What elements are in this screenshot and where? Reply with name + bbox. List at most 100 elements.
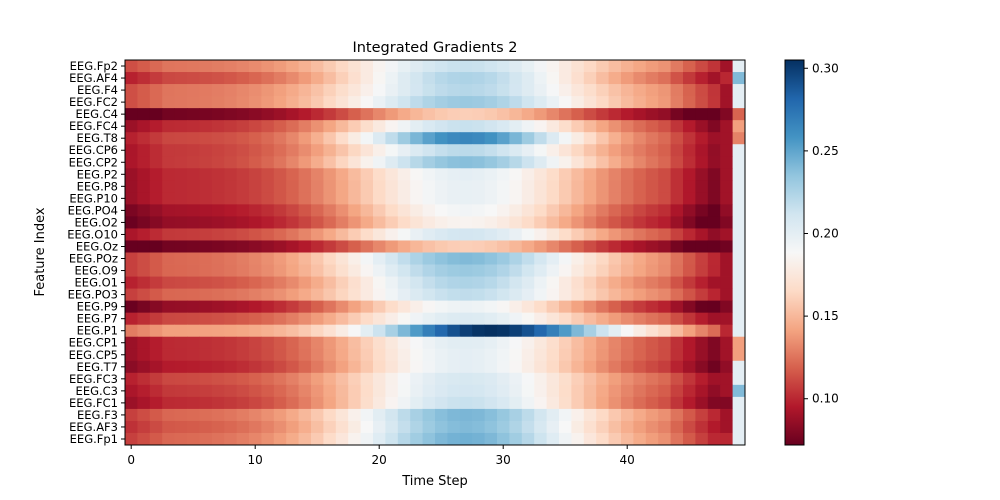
heatmap-cell bbox=[509, 132, 523, 145]
heatmap-cell bbox=[695, 420, 709, 434]
heatmap-cell bbox=[373, 180, 386, 193]
heatmap-cell bbox=[435, 144, 448, 157]
heatmap-cell bbox=[410, 132, 423, 145]
heatmap-cell bbox=[534, 312, 547, 326]
heatmap-cell bbox=[261, 300, 275, 314]
heatmap-cell bbox=[224, 132, 237, 145]
heatmap-cell bbox=[249, 192, 262, 205]
heatmap-cell bbox=[125, 180, 138, 193]
heatmap-cell bbox=[447, 156, 461, 169]
heatmap-cell bbox=[435, 108, 448, 121]
heatmap-cell bbox=[521, 204, 535, 217]
heatmap-cell bbox=[397, 108, 411, 121]
heatmap-cell bbox=[484, 228, 498, 241]
heatmap-cell bbox=[298, 324, 312, 338]
heatmap-cell bbox=[521, 192, 535, 205]
heatmap-cell bbox=[236, 408, 250, 422]
y-tick-label: EEG.O10 bbox=[67, 227, 118, 241]
heatmap-cell bbox=[571, 216, 585, 229]
heatmap-cell bbox=[311, 408, 324, 422]
heatmap-cell bbox=[174, 300, 188, 314]
heatmap-cell bbox=[397, 420, 411, 434]
heatmap-cell bbox=[707, 168, 721, 181]
heatmap-cell bbox=[695, 216, 709, 229]
heatmap-cell bbox=[695, 432, 709, 446]
heatmap-cell bbox=[422, 192, 436, 205]
heatmap-cell bbox=[596, 204, 609, 217]
heatmap-cell bbox=[583, 240, 597, 253]
heatmap-cell bbox=[683, 156, 696, 169]
heatmap-cell bbox=[670, 336, 684, 350]
heatmap-cell bbox=[410, 60, 423, 73]
y-tick-label: EEG.P7 bbox=[77, 312, 118, 326]
heatmap-cell bbox=[571, 420, 585, 434]
heatmap-cell bbox=[286, 360, 299, 374]
heatmap-cell bbox=[422, 84, 436, 97]
heatmap-cell bbox=[546, 240, 560, 253]
heatmap-cell bbox=[658, 384, 671, 398]
heatmap-cell bbox=[571, 168, 585, 181]
heatmap-cell bbox=[286, 132, 299, 145]
heatmap-cell bbox=[720, 420, 733, 434]
colorbar-tick-label: 0.20 bbox=[812, 226, 839, 240]
heatmap-cell bbox=[273, 120, 287, 133]
heatmap-cell bbox=[311, 180, 324, 193]
heatmap-cell bbox=[583, 276, 597, 289]
heatmap-cell bbox=[360, 96, 374, 109]
heatmap-cell bbox=[137, 288, 151, 302]
heatmap-cell bbox=[435, 204, 448, 217]
heatmap-cell bbox=[559, 240, 572, 253]
heatmap-cell bbox=[162, 384, 175, 398]
y-tick-label: EEG.O2 bbox=[75, 215, 118, 229]
heatmap-cell bbox=[286, 144, 299, 157]
heatmap-cell bbox=[720, 324, 733, 338]
heatmap-cell bbox=[683, 408, 696, 422]
heatmap-cell bbox=[608, 420, 622, 434]
heatmap-cell bbox=[137, 408, 151, 422]
heatmap-cell bbox=[732, 384, 746, 398]
heatmap-cell bbox=[497, 192, 510, 205]
heatmap-cell bbox=[695, 276, 709, 289]
heatmap-cell bbox=[645, 120, 659, 133]
heatmap-cell bbox=[435, 336, 448, 350]
heatmap-cell bbox=[707, 228, 721, 241]
heatmap-cell bbox=[137, 348, 151, 362]
heatmap-cell bbox=[422, 96, 436, 109]
heatmap-cell bbox=[695, 336, 709, 350]
heatmap-cell bbox=[720, 60, 733, 73]
heatmap-cell bbox=[447, 168, 461, 181]
heatmap-cell bbox=[174, 240, 188, 253]
heatmap-cell bbox=[348, 240, 361, 253]
heatmap-cell bbox=[298, 156, 312, 169]
heatmap-cell bbox=[348, 288, 361, 302]
heatmap-cell bbox=[683, 372, 696, 386]
heatmap-cell bbox=[608, 168, 622, 181]
heatmap-cell bbox=[348, 120, 361, 133]
heatmap-cell bbox=[311, 372, 324, 386]
y-tick-label: EEG.P8 bbox=[77, 179, 118, 193]
heatmap-cell bbox=[670, 216, 684, 229]
heatmap-cell bbox=[521, 396, 535, 410]
heatmap-cell bbox=[658, 96, 671, 109]
heatmap-cell bbox=[670, 360, 684, 374]
heatmap-cell bbox=[683, 168, 696, 181]
heatmap-cell bbox=[571, 396, 585, 410]
heatmap-cell bbox=[435, 168, 448, 181]
heatmap-cell bbox=[211, 132, 225, 145]
heatmap-cell bbox=[670, 180, 684, 193]
heatmap-cell bbox=[497, 324, 510, 338]
heatmap-cell bbox=[249, 168, 262, 181]
heatmap-cell bbox=[323, 312, 337, 326]
heatmap-cell bbox=[596, 432, 609, 446]
heatmap-cell bbox=[596, 156, 609, 169]
heatmap-cell bbox=[311, 432, 324, 446]
heatmap-cell bbox=[211, 84, 225, 97]
heatmap-cell bbox=[149, 192, 163, 205]
heatmap-cell bbox=[608, 180, 622, 193]
heatmap-cell bbox=[273, 156, 287, 169]
heatmap-cell bbox=[621, 360, 634, 374]
heatmap-cell bbox=[187, 348, 200, 362]
heatmap-cell bbox=[732, 120, 746, 133]
heatmap-cell bbox=[645, 312, 659, 326]
heatmap-cell bbox=[249, 360, 262, 374]
